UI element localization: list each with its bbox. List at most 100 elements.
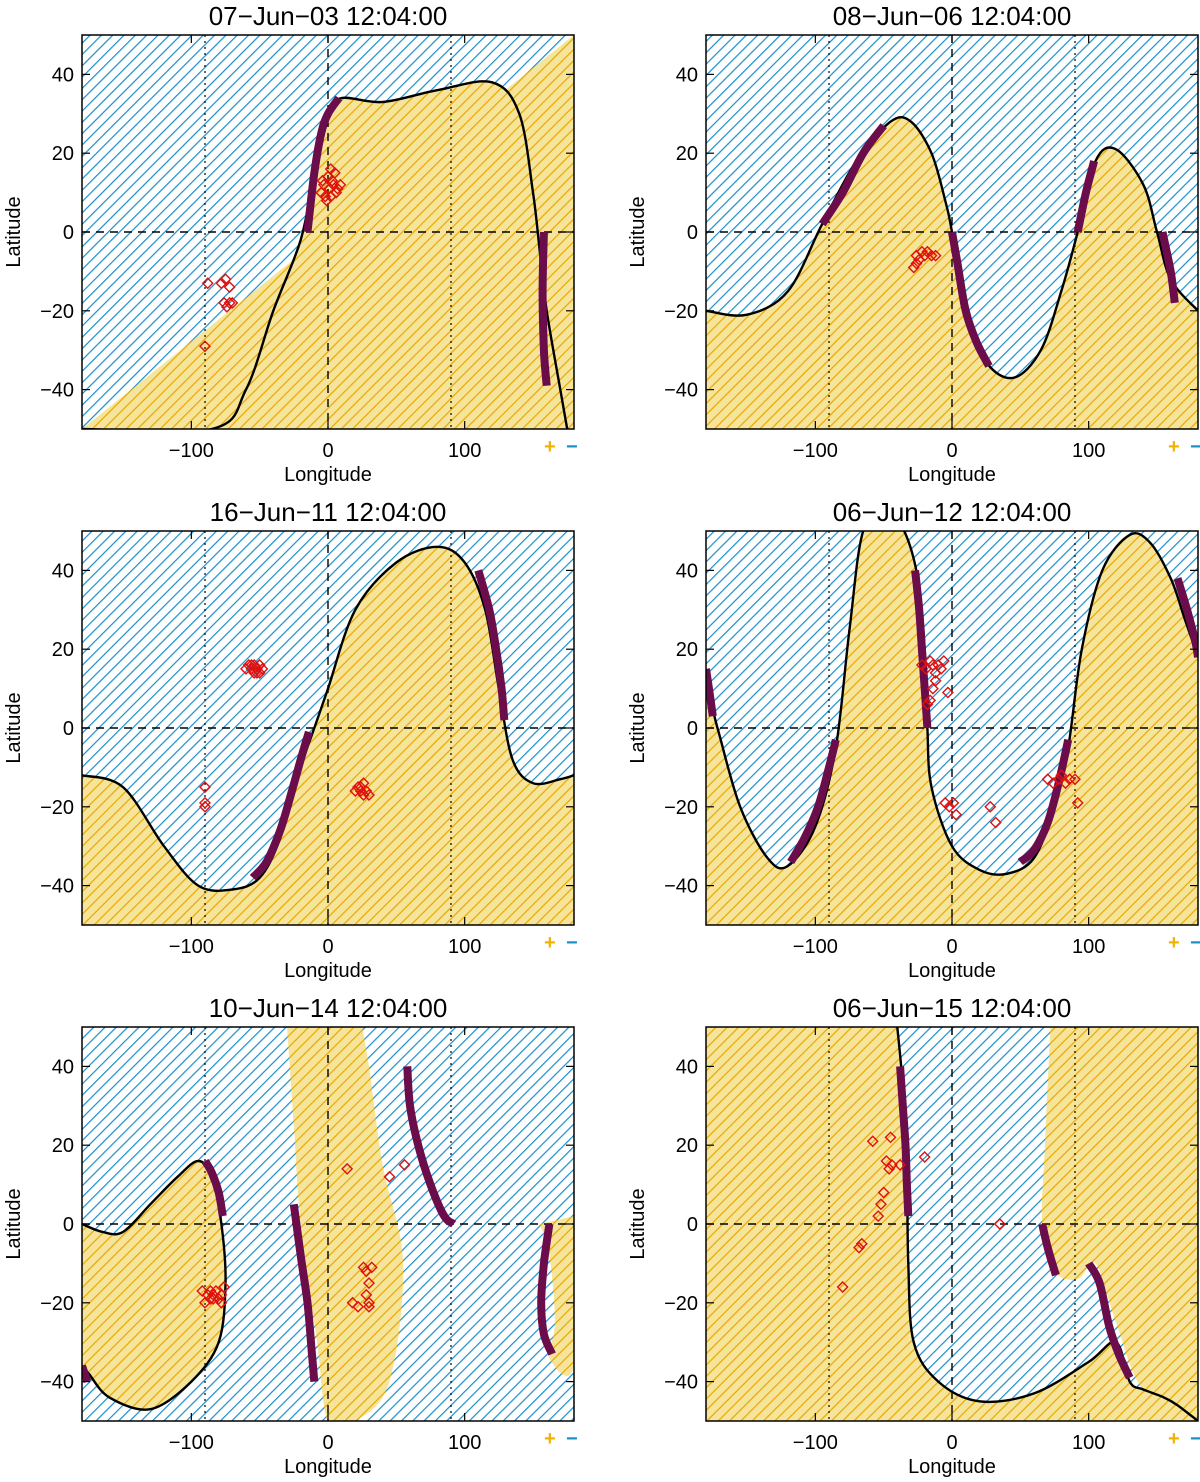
x-tick-label: 0 <box>946 1432 957 1454</box>
active-region-marker <box>924 655 937 668</box>
active-region-marker <box>218 296 231 309</box>
active-region-marker <box>874 1198 887 1211</box>
plot-area <box>706 35 1198 429</box>
y-axis-label: Latitude <box>627 1188 649 1259</box>
legend-negative: − <box>1190 932 1200 954</box>
active-region-marker <box>199 781 211 794</box>
active-region-marker <box>248 666 261 679</box>
y-tick-label: 20 <box>676 1135 698 1157</box>
x-tick-label: 0 <box>946 440 957 462</box>
active-region-marker <box>207 1288 220 1301</box>
y-tick-label: −40 <box>40 1372 74 1394</box>
active-region-marker <box>346 1296 359 1309</box>
y-tick-label: 0 <box>63 222 74 244</box>
x-tick-label: 0 <box>322 440 333 462</box>
active-region-marker <box>357 777 370 790</box>
active-region-marker <box>212 1292 225 1305</box>
x-tick-label: −100 <box>169 440 214 462</box>
polarity-inversion-line <box>82 1159 227 1411</box>
neutral-line-segment <box>1073 160 1098 233</box>
y-tick-label: −20 <box>664 301 698 323</box>
active-region-marker <box>884 1131 897 1144</box>
active-region-marker <box>877 1186 890 1199</box>
active-region-marker <box>196 1284 209 1297</box>
active-region-marker <box>383 1170 396 1183</box>
neutral-line-segment <box>706 668 717 717</box>
x-tick-label: −100 <box>793 1432 838 1454</box>
y-tick-label: 20 <box>52 143 74 165</box>
y-tick-label: −40 <box>664 876 698 898</box>
active-region-marker <box>1055 769 1068 782</box>
y-tick-label: 40 <box>676 64 698 86</box>
x-tick-label: 100 <box>448 1432 481 1454</box>
chart-panel-2: −100 0 100 −40 −20 0 20 40 08−Jun−06 12:04:00 Lon… <box>627 1 1200 486</box>
active-region-marker <box>398 1158 411 1171</box>
active-region-marker <box>357 1261 370 1274</box>
plot-area <box>82 531 574 925</box>
chart-panel-1: −100 0 100 −40 −20 0 20 40 07−Jun−03 12:04:00 Lon… <box>3 1 578 486</box>
y-tick-label: 40 <box>52 64 74 86</box>
x-tick-label: 100 <box>1072 936 1105 958</box>
chart-title: 16−Jun−11 12:04:00 <box>210 497 447 527</box>
y-tick-label: 20 <box>676 143 698 165</box>
y-tick-label: 40 <box>676 560 698 582</box>
y-axis-label: Latitude <box>3 1188 25 1259</box>
y-tick-label: −20 <box>40 797 74 819</box>
active-region-marker <box>866 1135 879 1148</box>
active-region-marker <box>1059 777 1072 790</box>
legend-positive: + <box>544 436 556 458</box>
active-region-marker <box>984 800 997 813</box>
legend-negative: − <box>1190 436 1200 458</box>
active-region-marker <box>357 788 370 801</box>
legend-negative: − <box>1190 1428 1200 1450</box>
neutral-line-segment <box>289 1203 319 1382</box>
active-region-marker <box>363 1277 375 1290</box>
neutral-line-segment <box>538 231 551 387</box>
active-region-marker <box>328 166 341 179</box>
active-region-marker <box>223 281 236 294</box>
legend-positive: + <box>544 1428 556 1450</box>
chart-title: 07−Jun−03 12:04:00 <box>209 1 448 31</box>
y-tick-label: 0 <box>687 222 698 244</box>
active-region-marker <box>199 796 211 809</box>
active-region-marker <box>334 178 347 191</box>
y-tick-label: 20 <box>52 1135 74 1157</box>
positive-polarity-region <box>287 1027 404 1421</box>
neutral-line-segment <box>896 1066 913 1217</box>
neutral-line-segment <box>249 730 313 881</box>
neutral-line-segment <box>1017 738 1073 866</box>
active-region-marker <box>885 1158 898 1171</box>
x-tick-label: 0 <box>322 1432 333 1454</box>
y-axis-label: Latitude <box>3 692 25 763</box>
x-tick-label: −100 <box>169 1432 214 1454</box>
legend-positive: + <box>1168 1428 1180 1450</box>
chart-panel-4: −100 0 100 −40 −20 0 20 40 06−Jun−12 12:04:00 Lon… <box>627 497 1200 982</box>
x-tick-label: 0 <box>322 936 333 958</box>
neutral-line-segment <box>82 1364 92 1384</box>
active-region-marker <box>925 249 938 262</box>
neutral-line-segment <box>303 95 343 233</box>
neutral-line-segment <box>1158 231 1179 304</box>
y-tick-label: −40 <box>664 1372 698 1394</box>
active-region-marker <box>929 249 942 262</box>
active-region-marker <box>204 1292 217 1305</box>
legend-negative: − <box>566 436 578 458</box>
active-region-marker <box>250 666 263 679</box>
x-tick-label: 0 <box>946 936 957 958</box>
x-tick-label: −100 <box>793 936 838 958</box>
x-axis-label: Longitude <box>908 464 996 486</box>
active-region-marker <box>943 800 956 813</box>
active-region-marker <box>918 1151 931 1164</box>
active-region-marker <box>352 1300 365 1313</box>
neutral-line-segment <box>201 1158 227 1217</box>
y-axis-label: Latitude <box>627 692 649 763</box>
positive-polarity-region <box>82 1161 226 1410</box>
active-region-marker <box>853 1241 866 1254</box>
plot-area <box>706 531 1198 925</box>
active-region-marker <box>256 662 269 675</box>
y-tick-label: −20 <box>40 1293 74 1315</box>
active-region-marker <box>354 781 367 794</box>
active-region-marker <box>226 296 239 309</box>
x-tick-label: 100 <box>448 440 481 462</box>
y-tick-label: −20 <box>664 1293 698 1315</box>
